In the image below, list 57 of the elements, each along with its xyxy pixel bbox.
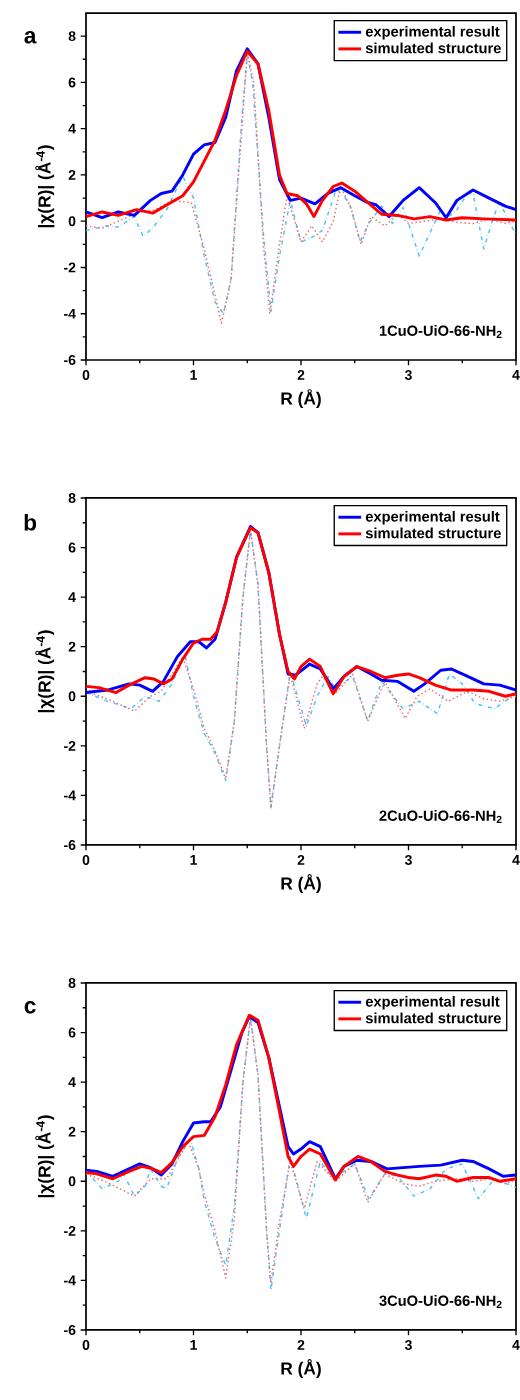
legend-label: simulated structure xyxy=(365,527,501,539)
y-axis-title: |χ(R)| (Å$^{-4}$) xyxy=(35,145,55,228)
x-tick-label: 0 xyxy=(82,370,90,380)
legend-label: simulated structure xyxy=(365,1012,501,1024)
x-tick-label: 4 xyxy=(512,855,520,865)
legend-label: experimental result xyxy=(365,995,500,1010)
y-tick-label: -6 xyxy=(64,1325,76,1335)
x-axis-title: R (Å) xyxy=(281,1359,321,1378)
y-tick-label: 2 xyxy=(68,641,76,652)
legend-label: experimental result xyxy=(365,25,500,40)
x-tick-label: 1 xyxy=(190,370,197,380)
annotation: 1CuO-UiO-66-NH$_{2}$ xyxy=(379,325,502,338)
y-tick-label: -4 xyxy=(64,790,76,801)
y-tick-label: -6 xyxy=(64,840,76,850)
y-tick-label: 4 xyxy=(68,1077,76,1087)
y-tick-label: 4 xyxy=(68,123,76,134)
x-axis-title: R (Å) xyxy=(281,874,321,893)
annotation: 2CuO-UiO-66-NH$_{2}$ xyxy=(379,810,502,823)
y-tick-label: -6 xyxy=(64,355,76,365)
x-tick-label: 2 xyxy=(297,1340,305,1350)
legend-label: experimental result xyxy=(365,510,500,525)
x-tick-label: 0 xyxy=(82,1340,90,1350)
y-tick-label: 6 xyxy=(68,77,76,88)
y-tick-label: -4 xyxy=(64,308,76,319)
x-tick-label: 2 xyxy=(297,370,305,380)
x-tick-label: 1 xyxy=(190,1340,197,1350)
y-tick-label: -4 xyxy=(64,1275,76,1286)
legend-label: simulated structure xyxy=(365,42,501,54)
text: c xyxy=(24,1001,36,1014)
y-tick-label: 6 xyxy=(68,1027,76,1038)
y-axis-title: |χ(R)| (Å$^{-4}$) xyxy=(35,630,55,713)
x-tick-label: 3 xyxy=(404,855,412,865)
y-tick-label: 8 xyxy=(68,978,76,988)
x-tick-label: 3 xyxy=(404,1340,412,1350)
x-tick-label: 1 xyxy=(190,855,197,865)
y-axis-title: |χ(R)| (Å$^{-4}$) xyxy=(35,1115,55,1198)
y-tick-label: 8 xyxy=(68,493,76,503)
x-tick-label: 2 xyxy=(297,855,305,865)
x-tick-label: 4 xyxy=(512,370,520,380)
text: a xyxy=(24,31,37,44)
y-tick-label: 2 xyxy=(68,170,76,180)
y-tick-label: -2 xyxy=(64,1225,76,1236)
annotation: 3CuO-UiO-66-NH$_{2}$ xyxy=(379,1295,502,1308)
y-tick-label: -2 xyxy=(64,262,76,273)
x-tick-label: 4 xyxy=(512,1340,520,1350)
y-tick-label: 2 xyxy=(68,1126,76,1137)
y-tick-label: 8 xyxy=(68,31,76,42)
x-tick-label: 3 xyxy=(404,370,412,380)
y-tick-label: 0 xyxy=(68,1176,76,1187)
y-tick-label: -2 xyxy=(64,740,76,751)
text: b xyxy=(24,513,37,531)
y-tick-label: 4 xyxy=(68,592,76,602)
y-tick-label: 0 xyxy=(68,216,76,227)
x-axis-title: R (Å) xyxy=(281,389,321,409)
y-tick-label: 0 xyxy=(68,691,76,702)
y-tick-label: 6 xyxy=(68,542,76,553)
x-tick-label: 0 xyxy=(82,855,90,865)
